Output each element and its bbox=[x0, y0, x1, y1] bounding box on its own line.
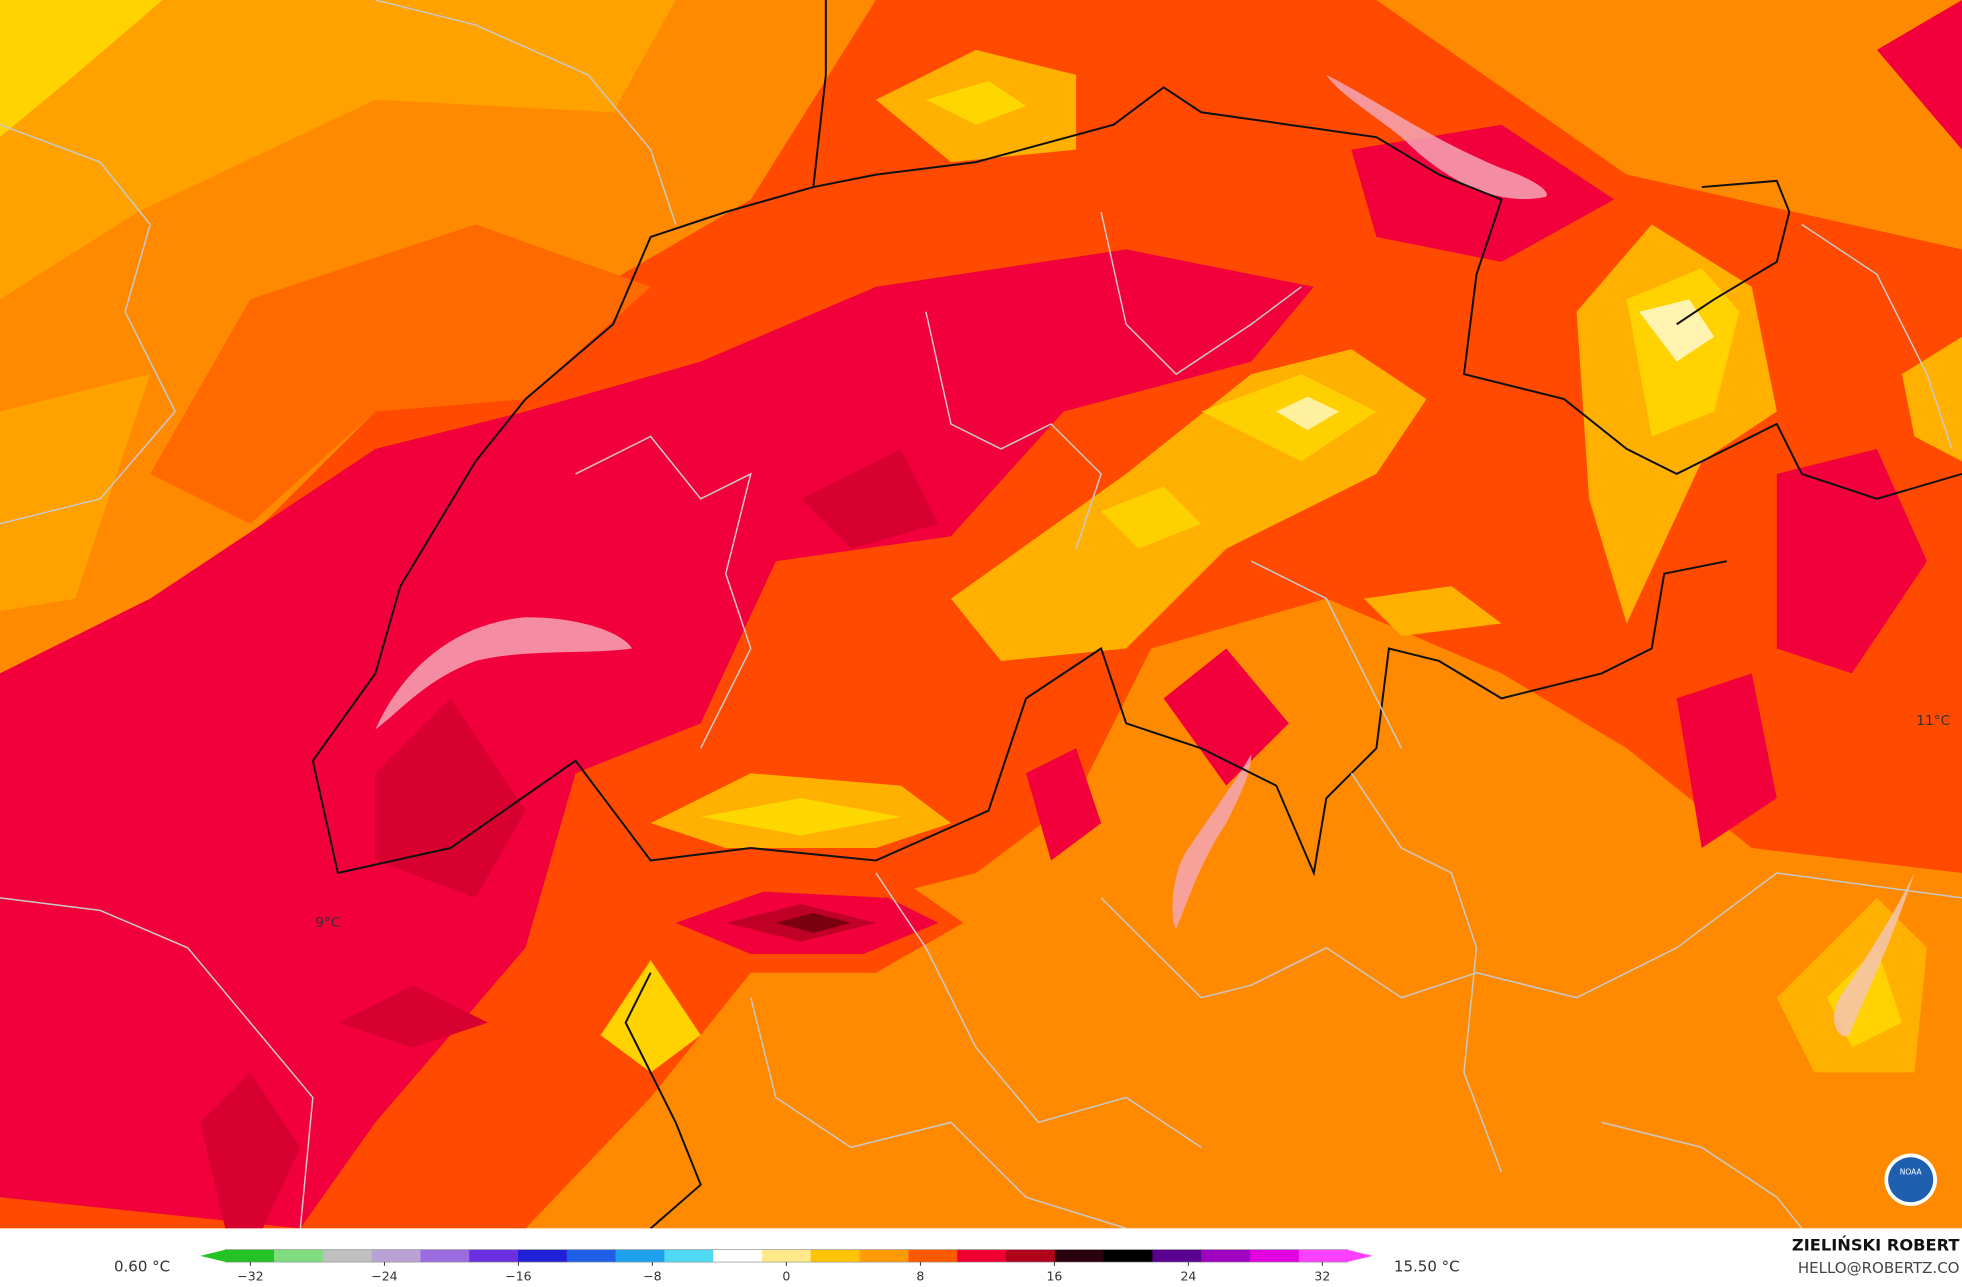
colorbar-segment bbox=[762, 1249, 812, 1263]
max-label: 15.50 °C bbox=[1394, 1258, 1460, 1276]
temperature-field bbox=[0, 0, 1962, 1229]
colorbar-tick-label: −32 bbox=[237, 1269, 263, 1284]
colorbar-segment bbox=[859, 1249, 910, 1263]
noaa-logo: NOAA bbox=[1884, 1153, 1937, 1206]
colorbar-segment bbox=[908, 1249, 958, 1263]
colorbar-tick-label: 0 bbox=[782, 1269, 790, 1284]
colorbar-tick-label: 8 bbox=[916, 1269, 924, 1284]
colorbar-tick-label: 32 bbox=[1314, 1269, 1330, 1284]
colorbar-segment bbox=[664, 1249, 714, 1263]
min-label: 0.60 °C bbox=[114, 1258, 170, 1276]
colorbar-segment bbox=[1006, 1249, 1056, 1263]
colorbar-tick-label: −16 bbox=[505, 1269, 531, 1284]
colorbar-segment bbox=[469, 1249, 519, 1263]
colorbar-segment bbox=[566, 1249, 617, 1263]
colorbar-segment bbox=[274, 1249, 324, 1263]
logo-text: NOAA bbox=[1900, 1167, 1923, 1176]
colorbar: −32 −24 −16 −8 0 8 16 24 32 bbox=[200, 1249, 1373, 1284]
colorbar-segment bbox=[225, 1249, 275, 1263]
colorbar-segment bbox=[615, 1249, 666, 1263]
temperature-label: 9°C bbox=[315, 915, 340, 931]
colorbar-end bbox=[200, 1249, 226, 1263]
colorbar-segment bbox=[713, 1249, 763, 1263]
colorbar-segment bbox=[1298, 1249, 1349, 1263]
colorbar-segment bbox=[518, 1249, 568, 1263]
temperature-label: 11°C bbox=[1916, 713, 1950, 729]
author-email: HELLO@ROBERTZ.CO bbox=[1798, 1259, 1960, 1277]
colorbar-segment bbox=[1201, 1249, 1251, 1263]
colorbar-segment bbox=[1152, 1249, 1202, 1263]
colorbar-segment bbox=[371, 1249, 422, 1263]
borders bbox=[0, 0, 1962, 1230]
colorbar-end bbox=[1346, 1249, 1373, 1263]
author-name: ZIELIŃSKI ROBERT bbox=[1792, 1235, 1960, 1254]
colorbar-tick-label: 24 bbox=[1180, 1269, 1196, 1284]
colorbar-tick-label: −24 bbox=[371, 1269, 397, 1284]
colorbar-segment bbox=[957, 1249, 1007, 1263]
colorbar-segment bbox=[322, 1249, 373, 1263]
colorbar-segment bbox=[1103, 1249, 1154, 1263]
colorbar-tick-label: −8 bbox=[643, 1269, 661, 1284]
colorbar-segment bbox=[1250, 1249, 1300, 1263]
colorbar-segment bbox=[810, 1249, 861, 1263]
lakes bbox=[375, 74, 1915, 1037]
colorbar-segment bbox=[420, 1249, 470, 1263]
colorbar-tick-label: 16 bbox=[1046, 1269, 1062, 1284]
colorbar-segment bbox=[1054, 1249, 1105, 1263]
